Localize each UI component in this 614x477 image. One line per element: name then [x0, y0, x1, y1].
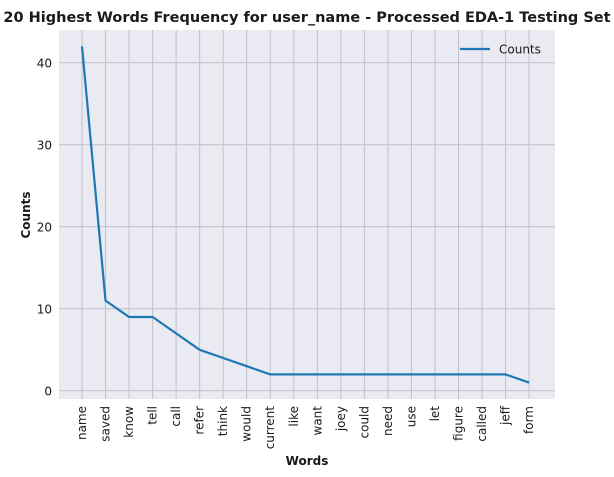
x-tick-label: joey	[334, 406, 348, 432]
x-tick-label: called	[475, 406, 489, 442]
y-axis-label: Counts	[19, 191, 33, 238]
y-axis-ticks: 0 10 20 30 40	[37, 56, 52, 398]
x-tick-label: use	[404, 406, 418, 427]
x-tick-label: would	[240, 406, 254, 442]
x-axis-label: Words	[286, 454, 329, 468]
x-tick-label: saved	[99, 406, 113, 442]
x-tick-label: could	[357, 406, 371, 439]
x-tick-label: know	[122, 406, 136, 438]
y-tick-label: 30	[37, 138, 52, 152]
y-tick-label: 40	[37, 56, 52, 70]
x-tick-label: tell	[146, 406, 160, 425]
x-tick-label: want	[310, 406, 324, 436]
x-axis-ticks: name saved know tell call refer think would curr…	[75, 405, 536, 449]
x-tick-label: jeff	[499, 405, 513, 426]
x-tick-label: figure	[451, 406, 465, 441]
x-tick-label: refer	[193, 406, 207, 435]
x-tick-label: call	[169, 406, 183, 427]
x-tick-label: name	[75, 406, 89, 440]
plot-area	[59, 30, 555, 399]
y-tick-label: 20	[37, 220, 52, 234]
series-line-counts	[80, 46, 530, 384]
x-tick-label: think	[216, 406, 230, 436]
x-tick-label: need	[381, 406, 395, 436]
x-tick-label: form	[522, 406, 536, 434]
horizontal-gridlines	[59, 62, 555, 392]
x-tick-label: current	[263, 406, 277, 450]
x-tick-label: like	[287, 406, 301, 427]
vertical-gridlines	[81, 30, 530, 399]
x-tick-label: let	[428, 406, 442, 422]
y-tick-label: 0	[44, 384, 52, 398]
legend: Counts	[460, 43, 541, 57]
chart-title: 20 Highest Words Frequency for user_name…	[3, 10, 610, 26]
y-tick-label: 10	[37, 302, 52, 316]
legend-label-counts: Counts	[499, 43, 541, 57]
